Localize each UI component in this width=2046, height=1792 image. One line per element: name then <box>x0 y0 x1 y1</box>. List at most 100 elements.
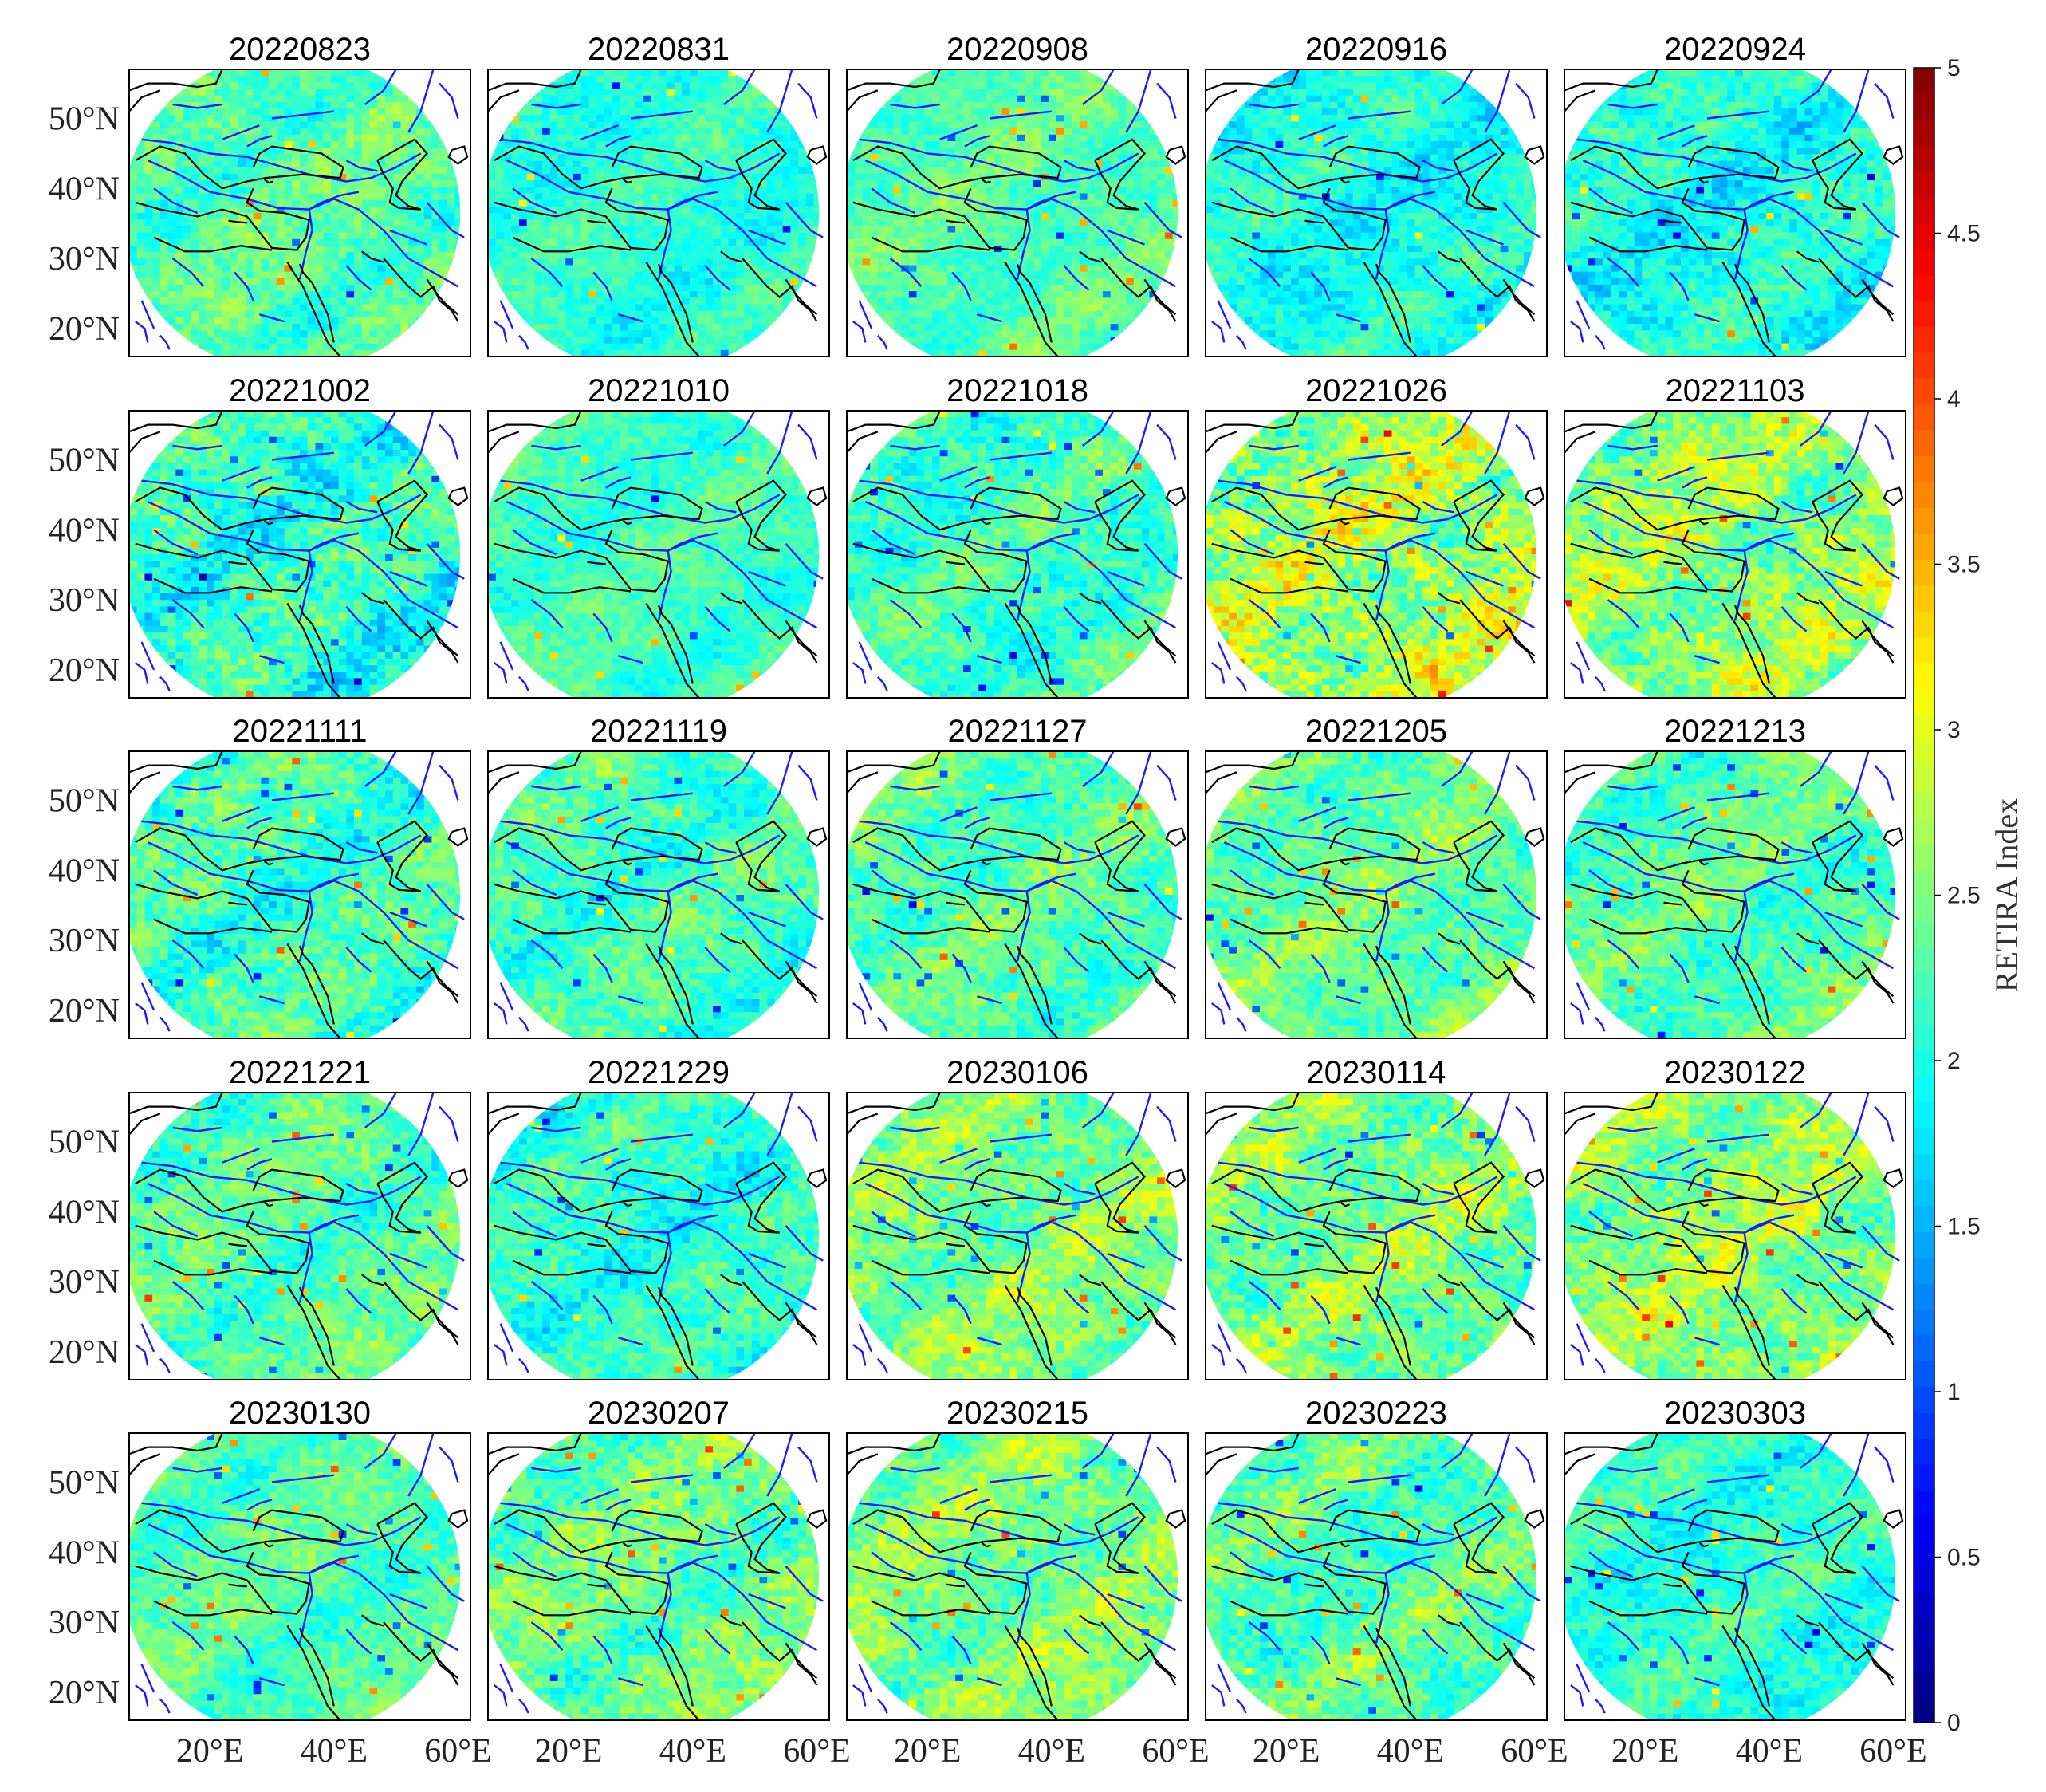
raster-cell <box>129 232 138 240</box>
raster-cell <box>682 180 691 187</box>
raster-cell <box>847 206 856 214</box>
raster-cell <box>415 258 425 266</box>
raster-cell <box>269 297 277 305</box>
raster-cell <box>1164 213 1174 220</box>
raster-cell <box>354 187 363 195</box>
raster-cell <box>400 226 409 234</box>
raster-cell <box>385 238 394 246</box>
raster-cell <box>167 121 176 129</box>
raster-cell <box>947 219 956 226</box>
raster-cell <box>798 187 807 195</box>
raster-cell <box>330 187 340 195</box>
raster-cell <box>604 115 613 123</box>
raster-cell <box>1025 82 1034 90</box>
raster-cell <box>705 285 714 292</box>
raster-cell <box>674 206 683 214</box>
raster-cell <box>542 108 551 116</box>
fault-line <box>785 202 824 238</box>
raster-cell <box>1103 115 1112 123</box>
raster-cell <box>713 304 722 312</box>
raster-cell <box>276 193 285 201</box>
raster-cell <box>330 219 340 226</box>
raster-cell <box>214 265 223 273</box>
raster-cell <box>720 238 730 246</box>
raster-cell <box>408 199 417 207</box>
raster-cell <box>870 167 879 175</box>
raster-cell <box>697 82 706 90</box>
raster-cell <box>392 141 402 148</box>
raster-cell <box>1118 121 1127 129</box>
raster-cell <box>503 285 512 292</box>
raster-cell <box>307 206 317 214</box>
raster-cell <box>408 187 417 195</box>
raster-cell <box>565 154 574 162</box>
raster-cell <box>1095 213 1104 220</box>
raster-cell <box>635 278 644 286</box>
raster-cell <box>659 199 667 207</box>
raster-cell <box>300 141 309 148</box>
raster-cell <box>323 349 332 356</box>
raster-cell <box>392 304 402 312</box>
raster-cell <box>744 271 753 279</box>
raster-cell <box>767 101 776 109</box>
raster-cell <box>674 349 683 356</box>
raster-cell <box>862 148 871 155</box>
raster-cell <box>361 148 371 155</box>
raster-cell <box>697 258 706 266</box>
raster-cell <box>369 180 378 187</box>
raster-cell <box>1017 180 1026 187</box>
raster-cell <box>767 278 776 286</box>
raster-cell <box>643 304 651 312</box>
raster-cell <box>596 245 605 253</box>
raster-cell <box>300 199 309 207</box>
raster-cell <box>893 187 902 195</box>
raster-cell <box>557 258 566 266</box>
raster-cell <box>674 167 683 175</box>
raster-cell <box>557 206 566 214</box>
raster-cell <box>596 121 605 129</box>
raster-cell <box>144 265 153 273</box>
raster-cell <box>1009 115 1018 123</box>
raster-cell <box>970 95 979 103</box>
raster-cell <box>408 226 417 234</box>
raster-cell <box>557 95 566 103</box>
raster-cell <box>400 95 409 103</box>
raster-cell <box>728 297 737 305</box>
raster-cell <box>346 213 355 220</box>
raster-cell <box>790 154 799 162</box>
raster-cell <box>728 337 737 345</box>
raster-cell <box>736 148 745 155</box>
raster-cell <box>620 317 628 325</box>
raster-cell <box>526 265 535 273</box>
raster-cell <box>346 317 355 325</box>
raster-cell <box>136 245 146 253</box>
raster-cell <box>932 69 941 77</box>
raster-cell <box>908 199 918 207</box>
raster-cell <box>159 278 169 286</box>
raster-cell <box>993 167 1003 175</box>
raster-cell <box>307 324 317 331</box>
raster-cell <box>549 238 559 246</box>
raster-cell <box>720 297 730 305</box>
raster-cell <box>207 95 215 103</box>
raster-cell <box>238 297 246 305</box>
raster-cell <box>720 310 730 318</box>
raster-cell <box>222 199 231 207</box>
raster-cell <box>269 238 277 246</box>
raster-cell <box>689 226 698 234</box>
raster-cell <box>798 180 807 187</box>
raster-cell <box>565 199 574 207</box>
raster-cell <box>736 219 745 226</box>
raster-cell <box>939 121 949 129</box>
raster-cell <box>1017 134 1026 142</box>
raster-cell <box>713 330 722 338</box>
raster-cell <box>276 187 285 195</box>
raster-cell <box>986 180 995 187</box>
raster-cell <box>728 304 737 312</box>
raster-cell <box>666 265 675 273</box>
raster-cell <box>908 187 918 195</box>
raster-cell <box>549 154 559 162</box>
raster-cell <box>620 297 628 305</box>
raster-cell <box>518 160 528 168</box>
raster-cell <box>908 134 918 142</box>
